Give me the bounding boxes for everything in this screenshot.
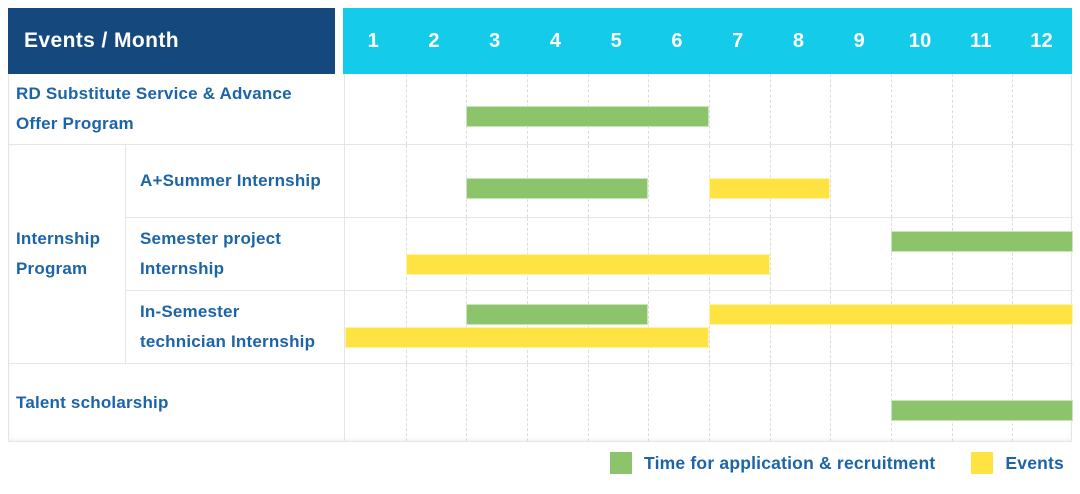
month-gridline	[405, 145, 407, 217]
green-application-recruitment-bar	[466, 178, 649, 199]
month-gridline	[466, 364, 468, 441]
month-gridline	[405, 364, 407, 441]
month-gridline	[587, 364, 589, 441]
month-gridline	[769, 364, 771, 441]
month-gridline	[891, 74, 892, 144]
row-label-text: A+Summer Internship	[140, 171, 321, 191]
month-gridline	[830, 74, 832, 144]
row-label-semester-project: Semester project Internship	[125, 218, 344, 291]
green-application-recruitment-bar	[891, 399, 1073, 421]
month-gridline	[405, 74, 407, 144]
green-application-recruitment-bar	[891, 231, 1073, 252]
month-gridline	[709, 364, 710, 441]
timeline-semester-project	[344, 218, 1073, 291]
timeline-in-semester-technician	[344, 291, 1073, 364]
legend: Time for application & recruitment Events	[610, 452, 1064, 474]
legend-label: Time for application & recruitment	[644, 452, 936, 473]
yellow-event-bar	[709, 304, 1073, 325]
timeline-rd-substitute	[344, 74, 1073, 145]
month-gridline	[951, 218, 953, 290]
row-label-text: RD Substitute Service & Advance Offer Pr…	[16, 84, 292, 133]
month-gridline	[830, 218, 832, 290]
month-gridline	[891, 218, 892, 290]
green-legend-swatch	[610, 452, 633, 474]
header-gap	[335, 8, 343, 74]
group-label-internship-program: Internship Program	[9, 145, 125, 364]
yellow-legend-swatch	[971, 452, 994, 474]
month-header-cell: 6	[671, 29, 683, 52]
yellow-event-bar	[709, 178, 831, 199]
month-header-cell: 7	[732, 29, 744, 52]
month-header-cell: 11	[970, 29, 992, 52]
month-header-cell: 4	[549, 29, 562, 52]
row-label-talent-scholarship: Talent scholarship	[9, 364, 344, 441]
month-header-cell: 12	[1030, 29, 1054, 52]
row-label-text: In-Semester technician Internship	[140, 302, 316, 351]
green-application-recruitment-bar	[466, 304, 649, 325]
month-gridline	[891, 291, 892, 363]
yellow-event-bar	[405, 254, 770, 275]
month-gridline	[951, 145, 953, 217]
month-header-cell: 3	[489, 29, 501, 52]
month-gridline	[830, 145, 832, 217]
timeline-a-plus-summer	[344, 145, 1073, 218]
legend-label: Events	[1005, 452, 1064, 473]
month-header-cell: 5	[610, 29, 623, 52]
month-gridline	[891, 145, 892, 217]
legend-item: Events	[971, 452, 1064, 474]
month-gridline	[1012, 74, 1014, 144]
table-body: RD Substitute Service & Advance Offer Pr…	[8, 74, 1073, 442]
month-gridline	[709, 74, 710, 144]
month-gridline	[1012, 291, 1014, 363]
legend-item: Time for application & recruitment	[610, 452, 935, 474]
month-header-cell: 8	[792, 29, 805, 52]
row-label-rd-substitute: RD Substitute Service & Advance Offer Pr…	[9, 74, 344, 145]
row-label-in-semester-technician: In-Semester technician Internship	[125, 291, 344, 364]
events-month-table: Events / Month 1 2 3 4 5 6 7 8 9 10 11 12 RD Substi…	[8, 8, 1073, 442]
month-numbers-header: 1 2 3 4 5 6 7 8 9 10 11 12	[343, 8, 1072, 74]
month-gridline	[648, 145, 650, 217]
month-gridline	[769, 291, 771, 363]
month-gridline	[951, 291, 953, 363]
row-label-a-plus-summer: A+Summer Internship	[125, 145, 344, 218]
month-gridline	[830, 291, 832, 363]
month-gridline	[527, 364, 528, 441]
row-label-text: Talent scholarship	[16, 392, 169, 412]
month-gridline	[1012, 145, 1014, 217]
month-gridline	[709, 291, 710, 363]
green-application-recruitment-bar	[466, 106, 709, 127]
month-gridline	[951, 74, 953, 144]
group-label-text: Internship Program	[16, 229, 101, 278]
events-month-header: Events / Month	[8, 8, 335, 74]
month-gridline	[769, 218, 771, 290]
month-gridline	[830, 364, 832, 441]
table-header-row: Events / Month 1 2 3 4 5 6 7 8 9 10 11 12	[8, 8, 1072, 74]
month-header-cell: 1	[367, 29, 380, 52]
month-gridline	[648, 364, 650, 441]
month-header-cell: 10	[908, 29, 932, 52]
row-label-text: Semester project Internship	[140, 229, 282, 278]
month-gridline	[1012, 218, 1014, 290]
month-header-cell: 2	[428, 29, 440, 52]
month-header-cell: 9	[853, 29, 866, 52]
yellow-event-bar	[345, 327, 709, 348]
timeline-talent-scholarship	[344, 364, 1073, 441]
month-gridline	[769, 74, 771, 144]
